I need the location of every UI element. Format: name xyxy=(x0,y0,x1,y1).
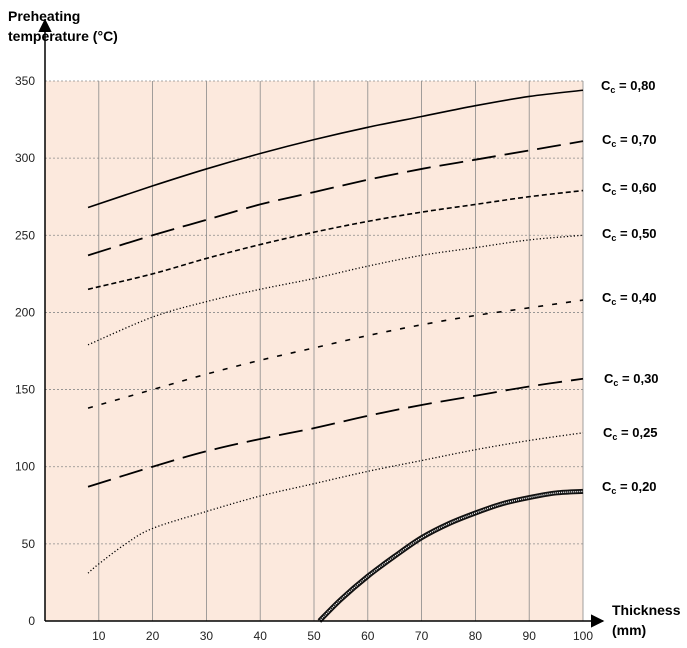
y-axis-label: Preheating temperature (°C) xyxy=(8,6,118,46)
x-tick-label: 80 xyxy=(469,629,483,643)
x-axis-label-line1: Thickness xyxy=(612,602,681,618)
y-tick-label: 150 xyxy=(15,383,35,397)
x-tick-label: 70 xyxy=(415,629,429,643)
x-axis-label-line2: (mm) xyxy=(612,622,647,638)
y-tick-label: 200 xyxy=(15,305,35,319)
y-axis-label-line1: Preheating xyxy=(8,8,81,24)
y-tick-label: 50 xyxy=(22,537,36,551)
legend-entry-cc-030: Cc = 0,30 xyxy=(604,371,659,388)
x-tick-label: 100 xyxy=(573,629,593,643)
x-tick-label: 20 xyxy=(146,629,160,643)
x-tick-label: 60 xyxy=(361,629,375,643)
series-line-2 xyxy=(87,189,584,291)
legend-entry-cc-040: Cc = 0,40 xyxy=(602,290,657,307)
x-tick-label: 30 xyxy=(200,629,214,643)
series-line-6 xyxy=(87,432,584,574)
legend-entry-cc-060: Cc = 0,60 xyxy=(602,180,657,197)
y-tick-label: 0 xyxy=(28,614,35,628)
y-axis-label-line2: temperature (°C) xyxy=(8,28,118,44)
y-tick-label: 350 xyxy=(15,74,35,88)
y-tick-label: 300 xyxy=(15,151,35,165)
x-tick-label: 90 xyxy=(523,629,537,643)
y-tick-label: 250 xyxy=(15,228,35,242)
x-tick-label: 40 xyxy=(254,629,268,643)
legend-entry-cc-025: Cc = 0,25 xyxy=(603,425,658,442)
series-line-4 xyxy=(87,299,584,409)
legend-entry-cc-080: Cc = 0,80 xyxy=(601,78,656,95)
y-tick-label: 100 xyxy=(15,460,35,474)
x-tick-label: 10 xyxy=(92,629,106,643)
grid xyxy=(45,80,584,621)
series-line-0 xyxy=(87,89,584,209)
legend-entry-cc-070: Cc = 0,70 xyxy=(602,132,657,149)
x-axis-label: Thickness (mm) xyxy=(612,600,680,640)
legend-entry-cc-020: Cc = 0,20 xyxy=(602,479,657,496)
series-line-cc-020-hatch xyxy=(318,490,584,622)
tick-labels: 0 50 100 150 200 250 300 350 10 20 30 40 50 60 70 80 90 1… xyxy=(15,74,593,643)
series-group xyxy=(87,89,584,623)
legend-entry-cc-050: Cc = 0,50 xyxy=(602,226,657,243)
axes xyxy=(38,18,605,628)
legend: Cc = 0,80 Cc = 0,70 Cc = 0,60 Cc = 0,50 Cc =… xyxy=(601,78,659,496)
x-tick-label: 50 xyxy=(307,629,321,643)
